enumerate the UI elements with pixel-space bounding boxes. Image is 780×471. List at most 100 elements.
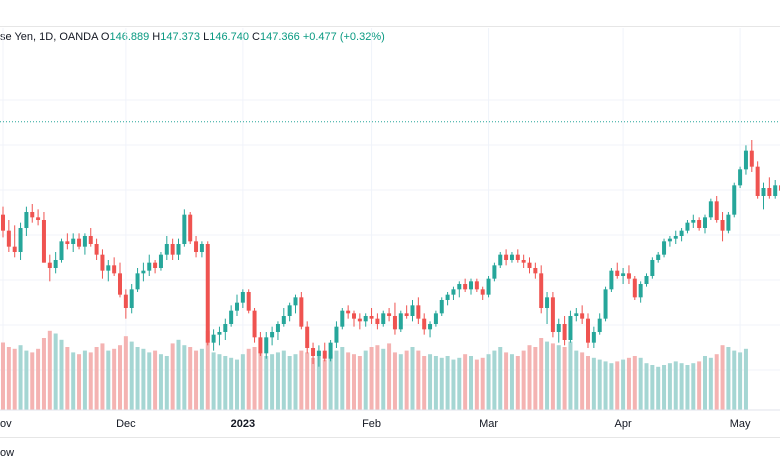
volume-bar (287, 356, 292, 410)
volume-bar (88, 352, 93, 410)
volume-bar (539, 338, 544, 410)
candle-body (229, 310, 234, 324)
volume-bar (469, 356, 473, 410)
volume-bar (129, 341, 134, 410)
candle-body (457, 284, 462, 290)
candle-body (235, 302, 239, 311)
volume-bar (322, 359, 327, 410)
candle-body (656, 254, 661, 260)
volume-bar (334, 350, 339, 410)
candle-body (147, 262, 152, 271)
candle-body (322, 350, 327, 359)
candle-body (609, 270, 614, 290)
candle-body (632, 278, 637, 298)
candle-body (667, 238, 672, 242)
volume-bar (410, 347, 415, 410)
volume-bar (30, 352, 35, 410)
candle-body (270, 332, 275, 338)
volume-bar (474, 359, 479, 410)
volume-bar (428, 354, 433, 410)
candle-body (71, 238, 76, 244)
volume-bar (316, 356, 321, 410)
candle-body (82, 236, 87, 247)
candle-body (732, 185, 737, 215)
x-tick-label: ov (0, 418, 12, 430)
low-label: L (203, 31, 210, 43)
volume-bar (732, 350, 737, 410)
volume-bar (568, 341, 573, 410)
volume-bar (205, 330, 210, 410)
candle-body (12, 246, 17, 252)
candle-body (398, 313, 403, 330)
volume-bar (211, 352, 216, 410)
x-tick-label: Mar (479, 418, 498, 430)
volume-bar (738, 352, 743, 410)
candle-body (246, 292, 251, 311)
x-tick-label: Dec (116, 418, 136, 430)
volume-bar (463, 354, 468, 410)
candle-body (469, 281, 473, 290)
candle-body (515, 254, 520, 260)
volume-bar (504, 352, 509, 410)
volume-bar (457, 357, 462, 410)
volume-bar (281, 350, 286, 410)
volume-bar (515, 356, 520, 410)
volume-bar (164, 356, 169, 410)
candle-body (492, 265, 497, 279)
candle-body (556, 324, 561, 332)
candle-body (650, 260, 655, 276)
candle-body (463, 284, 468, 290)
candle-body (164, 244, 169, 255)
candle-body (638, 284, 643, 298)
volume-bar (632, 356, 637, 410)
volume-bar (673, 361, 678, 410)
volume-bar (41, 338, 46, 410)
candle-body (88, 236, 93, 244)
high-value: 147.373 (160, 31, 201, 43)
candle-body (205, 244, 210, 343)
candle-body (188, 214, 193, 242)
candle-body (77, 238, 82, 247)
volume-bar (416, 350, 421, 410)
volume-bar (147, 352, 152, 410)
candle-body (428, 324, 433, 330)
volume-bar (375, 345, 380, 410)
candle-body (679, 230, 684, 236)
candle-body (504, 254, 509, 260)
candle-body (275, 324, 280, 332)
candle-body (264, 337, 269, 354)
candle-body (545, 297, 550, 308)
volume-bar (123, 336, 128, 410)
candle-body (480, 289, 485, 295)
volume-bar (556, 345, 561, 410)
candle-body (591, 332, 596, 343)
candle-body (662, 241, 667, 255)
volume-bar (363, 350, 368, 410)
candle-body (673, 236, 678, 239)
candle-body (685, 222, 690, 231)
candle-body (749, 150, 754, 167)
volume-bar (451, 359, 456, 410)
candle-body (194, 241, 199, 252)
candle-body (293, 297, 298, 306)
volume-bar (667, 363, 672, 410)
volume-bar (439, 357, 444, 410)
high-label: H (152, 31, 161, 43)
candle-body (211, 334, 216, 343)
volume-bar (77, 354, 82, 410)
candle-body (334, 326, 339, 343)
candle-body (170, 244, 175, 255)
candle-body (433, 313, 438, 324)
volume-bar (170, 343, 175, 410)
candle-body (761, 188, 766, 196)
open-label: O (100, 31, 110, 43)
open-value: 146.889 (109, 31, 150, 43)
candle-body (118, 273, 122, 295)
candle-body (621, 273, 626, 276)
candle-body (182, 214, 187, 244)
volume-bar (328, 354, 333, 410)
volume-bar (621, 359, 626, 410)
candle-body (112, 265, 117, 274)
volume-bar (703, 356, 707, 410)
